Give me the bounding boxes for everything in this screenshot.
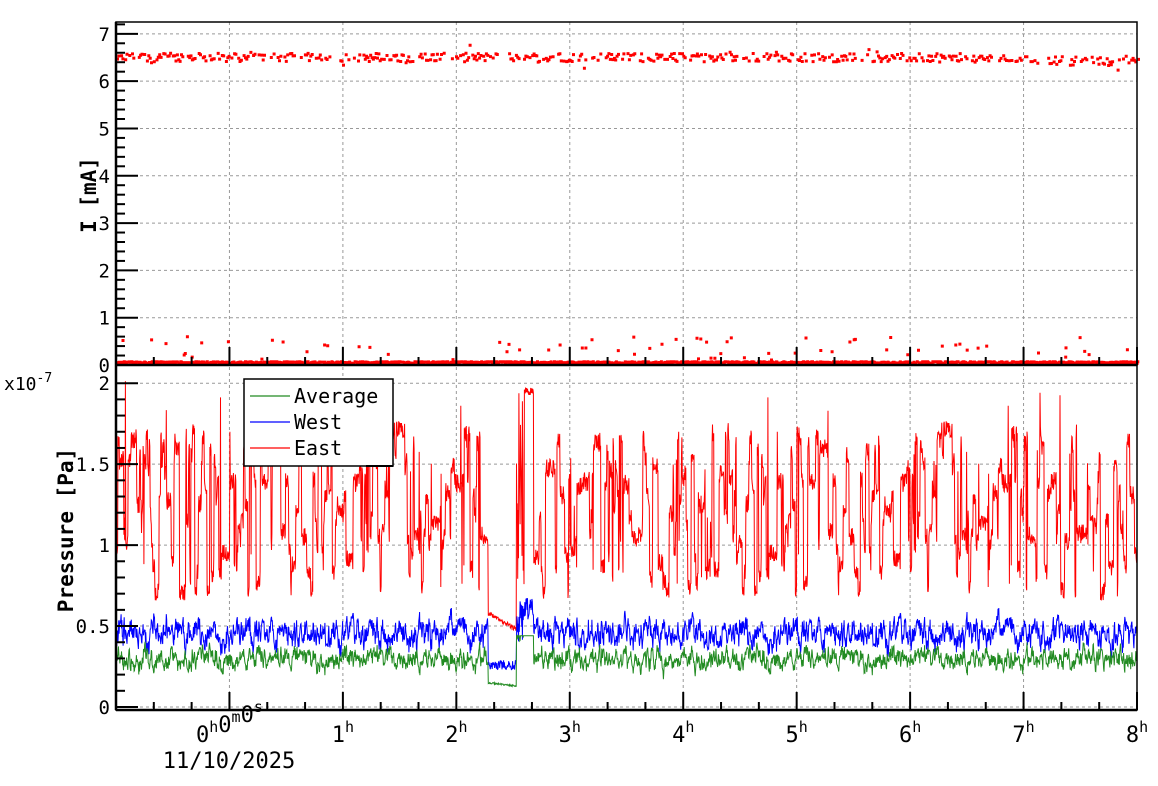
top-y-axis-title: I [mA]: [77, 157, 101, 233]
legend-label-west: West: [294, 410, 342, 434]
current-points: [116, 43, 1140, 366]
current-scatter-series: [116, 43, 1140, 366]
bottom-y-axis-title: Pressure [Pa]: [54, 448, 78, 612]
legend-label-east: East: [294, 436, 342, 460]
date-offset-label: 11/10/2025: [163, 749, 295, 774]
west-series-line: [115, 598, 1138, 671]
legend-item-west: West: [250, 410, 342, 434]
top-y-tick-label: 6: [99, 71, 110, 93]
x-tick-label-5h: 5h: [786, 718, 808, 748]
top-panel-grid: [116, 22, 1138, 366]
x-tick-label-4h: 4h: [672, 718, 694, 748]
average-series-line: [115, 634, 1138, 688]
x-tick-label-7h: 7h: [1012, 718, 1034, 748]
bottom-y-tick-labels: 0 0.5 1 1.5 2: [76, 373, 110, 719]
x-tick-label-8h: 8h: [1126, 718, 1148, 748]
top-y-tick-labels: 0 1 2 3 4 5 6 7: [99, 24, 110, 377]
legend-item-average: Average: [250, 384, 378, 408]
legend-label-average: Average: [294, 384, 378, 408]
legend-item-east: East: [250, 436, 342, 460]
bottom-y-tick-label: 2: [99, 373, 110, 395]
multiplier-base: x10: [4, 374, 37, 395]
y-multiplier-label: x10-7: [4, 371, 52, 395]
bottom-y-tick-label: 0.5: [76, 616, 110, 638]
x-tick-label-6h: 6h: [899, 718, 921, 748]
axes-frames: [114, 21, 1138, 712]
x-tick-label-1h: 1h: [332, 718, 354, 748]
x-tick-label-0h: 0h0m0s: [196, 698, 263, 748]
top-y-tick-label: 0: [99, 355, 110, 377]
x-tick-labels: 0h0m0s 1h 2h 3h 4h 5h 6h 7h 8h: [196, 698, 1148, 748]
x-tick-label-3h: 3h: [559, 718, 581, 748]
legend: Average West East: [243, 378, 394, 467]
top-y-tick-label: 5: [99, 118, 110, 140]
bottom-y-tick-label: 1: [99, 535, 110, 557]
east-series-line: [115, 381, 1138, 632]
top-y-tick-label: 1: [99, 308, 110, 330]
top-y-tick-label: 4: [99, 166, 110, 188]
top-y-tick-label: 7: [99, 24, 110, 46]
bottom-y-tick-label: 0: [99, 697, 110, 719]
multiplier-exponent: -7: [37, 371, 53, 386]
pressure-line-series: [115, 381, 1138, 688]
top-y-tick-label: 3: [99, 213, 110, 235]
top-y-tick-label: 2: [99, 260, 110, 282]
bottom-y-tick-label: 1.5: [76, 454, 110, 476]
x-tick-label-2h: 2h: [445, 718, 467, 748]
